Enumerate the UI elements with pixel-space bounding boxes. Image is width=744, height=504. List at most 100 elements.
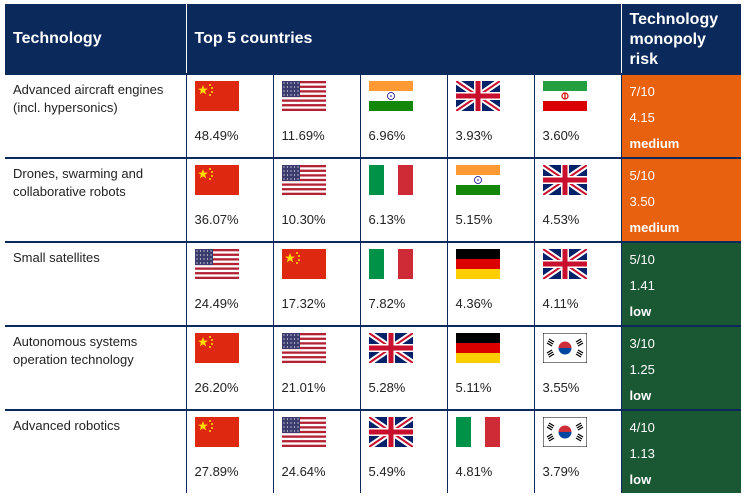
technology-monopoly-table: Technology Top 5 countries Technology mo…: [5, 4, 742, 493]
countries-column-header: Top 5 countries: [186, 4, 622, 74]
country-cell: 4.81%: [447, 409, 535, 493]
country-cell: 27.89%: [186, 409, 274, 493]
share-percentage: 4.53%: [542, 212, 580, 227]
share-percentage: 26.20%: [194, 380, 239, 395]
uk-flag: [455, 81, 500, 111]
risk-cell: 5/10 1.41 low: [621, 241, 742, 326]
india-flag: [455, 165, 500, 195]
risk-cell: 3/10 1.25 low: [621, 325, 742, 410]
share-percentage: 3.93%: [455, 128, 493, 143]
country-cell: 3.60%: [534, 73, 622, 158]
share-percentage: 3.79%: [542, 464, 580, 479]
share-percentage: 24.49%: [194, 296, 239, 311]
monopoly-table-container: Technology Top 5 countries Technology mo…: [5, 4, 742, 493]
country-cell: 3.55%: [534, 325, 622, 410]
south-korea-flag: [542, 417, 587, 447]
risk-value: 3.50: [629, 194, 655, 209]
iran-flag: [542, 81, 587, 111]
risk-level: medium: [629, 220, 680, 235]
share-percentage: 10.30%: [281, 212, 326, 227]
south-korea-flag: [542, 333, 587, 363]
usa-flag: [281, 81, 326, 111]
risk-column-header: Technology monopoly risk: [621, 4, 742, 74]
technology-cell: Autonomous systems operation technology: [5, 325, 187, 410]
share-percentage: 24.64%: [281, 464, 326, 479]
risk-level: low: [629, 472, 652, 487]
uk-flag: [542, 249, 587, 279]
risk-score: 5/10: [629, 168, 655, 183]
country-cell: 26.20%: [186, 325, 274, 410]
country-cell: 24.49%: [186, 241, 274, 326]
italy-flag: [368, 165, 413, 195]
share-percentage: 4.11%: [542, 296, 579, 311]
risk-cell: 4/10 1.13 low: [621, 409, 742, 493]
share-percentage: 5.28%: [368, 380, 406, 395]
risk-level: low: [629, 304, 652, 319]
country-cell: 4.53%: [534, 157, 622, 242]
country-cell: 48.49%: [186, 73, 274, 158]
china-flag: [194, 165, 239, 195]
share-percentage: 6.13%: [368, 212, 406, 227]
uk-flag: [368, 417, 413, 447]
country-cell: 3.79%: [534, 409, 622, 493]
uk-flag: [542, 165, 587, 195]
risk-level: medium: [629, 136, 680, 151]
country-cell: 5.11%: [447, 325, 535, 410]
share-percentage: 7.82%: [368, 296, 406, 311]
risk-score: 3/10: [629, 336, 655, 351]
share-percentage: 4.36%: [455, 296, 493, 311]
country-cell: 5.49%: [360, 409, 448, 493]
usa-flag: [194, 249, 239, 279]
country-cell: 5.15%: [447, 157, 535, 242]
germany-flag: [455, 249, 500, 279]
share-percentage: 27.89%: [194, 464, 239, 479]
share-percentage: 5.11%: [455, 380, 492, 395]
technology-column-header: Technology: [5, 4, 187, 74]
country-cell: 4.36%: [447, 241, 535, 326]
germany-flag: [455, 333, 500, 363]
share-percentage: 11.69%: [281, 128, 325, 143]
china-flag: [194, 333, 239, 363]
share-percentage: 5.15%: [455, 212, 493, 227]
india-flag: [368, 81, 413, 111]
usa-flag: [281, 417, 326, 447]
uk-flag: [368, 333, 413, 363]
technology-cell: Advanced aircraft engines (incl. hyperso…: [5, 73, 187, 158]
country-cell: 11.69%: [273, 73, 361, 158]
share-percentage: 5.49%: [368, 464, 406, 479]
country-cell: 7.82%: [360, 241, 448, 326]
risk-score: 5/10: [629, 252, 655, 267]
table-row: Advanced robotics 27.89% 24.64% 5.49% 4.81% 3…: [5, 409, 742, 493]
share-percentage: 17.32%: [281, 296, 326, 311]
technology-cell: Small satellites: [5, 241, 187, 326]
risk-score: 7/10: [629, 84, 655, 99]
risk-cell: 7/10 4.15 medium: [621, 73, 742, 158]
china-flag: [194, 81, 239, 111]
country-cell: 17.32%: [273, 241, 361, 326]
technology-cell: Advanced robotics: [5, 409, 187, 493]
table-row: Drones, swarming and collaborative robot…: [5, 157, 742, 242]
italy-flag: [455, 417, 500, 447]
risk-value: 1.25: [629, 362, 655, 377]
country-cell: 5.28%: [360, 325, 448, 410]
share-percentage: 4.81%: [455, 464, 493, 479]
table-row: Advanced aircraft engines (incl. hyperso…: [5, 73, 742, 158]
risk-cell: 5/10 3.50 medium: [621, 157, 742, 242]
country-cell: 24.64%: [273, 409, 361, 493]
table-row: Autonomous systems operation technology 2…: [5, 325, 742, 410]
risk-value: 1.13: [629, 446, 655, 461]
country-cell: 6.13%: [360, 157, 448, 242]
risk-value: 1.41: [629, 278, 655, 293]
country-cell: 3.93%: [447, 73, 535, 158]
china-flag: [194, 417, 239, 447]
country-cell: 36.07%: [186, 157, 274, 242]
share-percentage: 6.96%: [368, 128, 406, 143]
country-cell: 6.96%: [360, 73, 448, 158]
usa-flag: [281, 165, 326, 195]
risk-value: 4.15: [629, 110, 655, 125]
table-row: Small satellites 24.49% 17.32% 7.82% 4.36% 4.…: [5, 241, 742, 326]
risk-score: 4/10: [629, 420, 655, 435]
country-cell: 4.11%: [534, 241, 622, 326]
country-cell: 21.01%: [273, 325, 361, 410]
share-percentage: 48.49%: [194, 128, 239, 143]
